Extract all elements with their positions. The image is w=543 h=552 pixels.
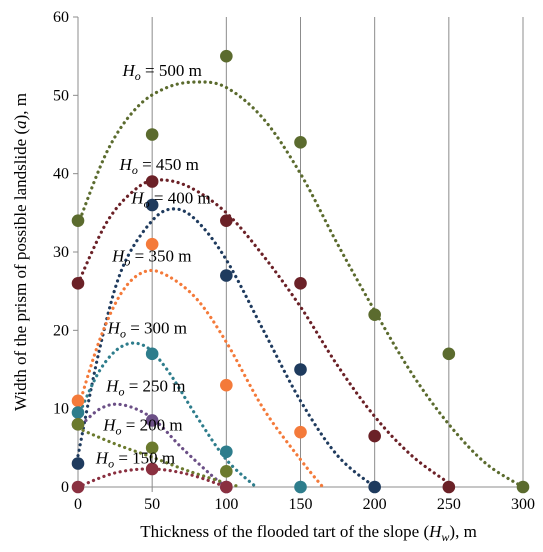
y-tick-label: 10	[53, 401, 69, 418]
data-point	[145, 175, 159, 188]
x-tick-label: 300	[511, 496, 535, 513]
data-point	[294, 277, 307, 290]
data-point	[294, 425, 307, 439]
data-point	[516, 480, 530, 494]
data-point	[71, 394, 85, 408]
x-tick-label: 100	[214, 496, 238, 513]
data-point	[145, 198, 159, 212]
data-point	[220, 214, 233, 227]
series-label: Ho = 500 m	[122, 61, 202, 83]
data-point	[71, 480, 85, 494]
data-point	[220, 269, 233, 282]
trend-line-7	[76, 426, 243, 489]
series-label: Ho = 200 m	[102, 416, 182, 438]
y-tick-label: 30	[53, 244, 69, 261]
trend-line-1	[76, 80, 525, 489]
data-point	[294, 136, 307, 149]
y-tick-label: 50	[53, 87, 69, 104]
data-point	[71, 277, 85, 290]
series-label: Ho = 450 m	[119, 155, 199, 177]
data-point	[368, 429, 381, 443]
data-point	[145, 441, 159, 455]
data-point	[71, 406, 85, 419]
data-point	[71, 418, 85, 431]
x-tick-label: 50	[144, 496, 160, 513]
series-label: Ho = 250 m	[105, 376, 185, 398]
data-point	[442, 480, 456, 494]
y-tick-label: 40	[53, 166, 69, 183]
data-point	[145, 347, 159, 361]
data-point	[220, 445, 233, 459]
y-tick-label: 20	[53, 322, 69, 339]
data-point	[71, 457, 85, 470]
x-tick-label: 150	[289, 496, 313, 513]
data-point	[145, 414, 159, 427]
y-tick-label: 60	[53, 9, 69, 26]
series-label: Ho = 350 m	[111, 246, 191, 268]
x-tick-label: 0	[74, 496, 82, 513]
data-point	[220, 480, 233, 494]
series-label: Ho = 300 m	[107, 318, 187, 340]
grid	[151, 17, 524, 487]
trend-line-3	[76, 207, 377, 489]
data-point	[145, 462, 159, 476]
data-point	[368, 480, 381, 494]
y-tick-label: 0	[61, 479, 69, 496]
series-label: Ho = 150 m	[95, 449, 175, 471]
data-point	[368, 308, 381, 321]
data-point	[145, 237, 159, 251]
axis-titles: Thickness of the flooded tart of the slo…	[11, 93, 477, 544]
data-point	[220, 49, 233, 63]
data-point	[294, 480, 307, 494]
series-labels: Ho = 500 m Ho = 450 m Ho = 400 m Ho = 350 m…	[95, 61, 211, 471]
data-point	[145, 128, 159, 141]
data-points	[71, 49, 530, 494]
data-point	[294, 363, 307, 376]
trend-line-2	[76, 178, 451, 485]
x-axis-title: Thickness of the flooded tart of the slo…	[140, 522, 477, 544]
x-tick-label: 250	[437, 496, 461, 513]
data-point	[220, 378, 233, 392]
x-tick-label: 200	[363, 496, 387, 513]
data-point	[220, 465, 233, 478]
data-point	[442, 347, 456, 361]
y-axis-title: Width of the prism of possible landslide…	[11, 93, 30, 411]
trend-line-4	[76, 268, 325, 489]
data-point	[71, 214, 85, 227]
series-label: Ho = 400 m	[130, 188, 210, 210]
